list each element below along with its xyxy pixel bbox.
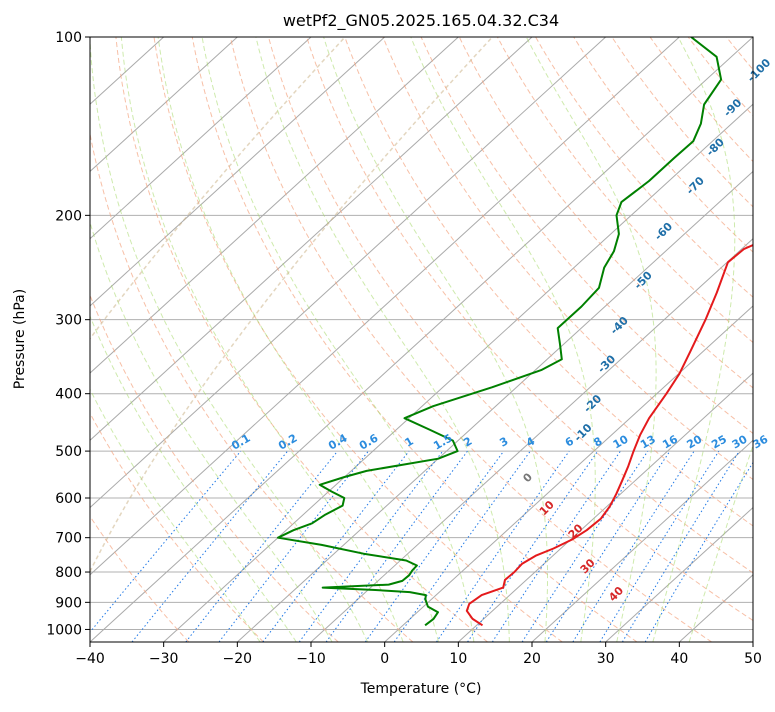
y-tick-label: 900 <box>55 595 82 611</box>
isotherm-line <box>0 37 532 642</box>
dry-adiabat-label: -80 <box>704 135 727 158</box>
mixing-ratio-line <box>82 451 241 642</box>
mixing-ratio-label: 3 <box>497 435 510 450</box>
x-tick-label: 10 <box>449 651 467 667</box>
y-tick-label: 800 <box>55 565 82 581</box>
moist-adiabat-line <box>62 37 332 642</box>
dry-adiabat-label: 0 <box>520 470 535 485</box>
x-tick-label: 50 <box>744 651 762 667</box>
mixing-ratio-line <box>219 451 368 642</box>
dry-adiabat-label: 30 <box>578 556 598 576</box>
dry-adiabat-label: 40 <box>606 584 626 604</box>
dry-adiabat-label: -10 <box>571 421 594 444</box>
y-tick-label: 700 <box>55 531 82 547</box>
mixing-ratio-label: 30 <box>730 432 750 451</box>
dry-adiabat-label: -20 <box>581 392 604 415</box>
x-tick-label: −20 <box>223 651 253 667</box>
y-tick-label: 600 <box>55 491 82 507</box>
mixing-ratio-line <box>365 451 503 642</box>
y-tick-label: 200 <box>55 208 82 224</box>
y-tick-label: 400 <box>55 387 82 403</box>
x-tick-label: 0 <box>380 651 389 667</box>
mixing-ratio-label: 1 <box>403 435 416 450</box>
x-tick-label: 20 <box>523 651 541 667</box>
isotherm-line <box>164 37 775 642</box>
mixing-ratio-line <box>622 451 739 642</box>
dry-adiabat-line <box>0 37 189 642</box>
isotherm-line <box>0 37 237 642</box>
mixing-ratio-label: 2 <box>461 435 474 450</box>
mixing-ratio-label: 0.6 <box>357 431 381 452</box>
dry-adiabat-line <box>78 37 413 642</box>
ice-curve-line <box>0 37 345 642</box>
ice-curve-line <box>59 37 493 642</box>
isotherm-line <box>0 37 606 642</box>
mixing-ratio-label: 10 <box>611 432 631 451</box>
mixing-ratio-label: 13 <box>638 433 658 452</box>
dry-adiabat-line <box>497 37 775 642</box>
y-tick-label: 1000 <box>46 622 82 638</box>
isotherm-line <box>0 37 458 642</box>
moist-adiabat-line <box>13 37 260 642</box>
mixing-ratio-label: 1.5 <box>431 432 454 453</box>
mixing-ratio-line <box>600 451 719 642</box>
mixing-ratio-label: 0.1 <box>229 432 252 453</box>
dry-adiabat-label: -60 <box>652 220 675 243</box>
dry-adiabat-line <box>650 37 775 642</box>
isotherm-line <box>0 37 311 642</box>
mixing-ratio-label: 20 <box>685 432 705 451</box>
x-tick-label: −40 <box>75 651 105 667</box>
y-axis-label: Pressure (hPa) <box>12 289 28 389</box>
dry-adiabat-line <box>574 37 775 642</box>
x-tick-label: 30 <box>597 651 615 667</box>
dry-adiabat-label: -90 <box>721 96 744 119</box>
dry-adiabat-label: -100 <box>745 56 774 85</box>
dry-adiabat-line <box>192 37 637 642</box>
mixing-ratio-line <box>546 451 670 642</box>
x-tick-label: −10 <box>296 651 326 667</box>
mixing-ratio-line <box>326 451 467 642</box>
mixing-ratio-line <box>132 451 288 642</box>
mixing-ratio-line <box>573 451 694 642</box>
mixing-ratio-line <box>436 451 569 642</box>
mixing-ratio-label: 8 <box>591 435 604 450</box>
mixing-ratio-label: 16 <box>660 432 680 451</box>
x-axis-label: Temperature (°C) <box>360 681 482 697</box>
moist-adiabat-line <box>689 37 775 642</box>
y-tick-label: 100 <box>55 30 82 46</box>
dry-adiabat-line <box>726 37 775 642</box>
x-tick-label: 40 <box>670 651 688 667</box>
x-tick-label: −30 <box>149 651 179 667</box>
dry-adiabat-line <box>230 37 711 642</box>
y-tick-label: 500 <box>55 444 82 460</box>
dry-adiabat-label: 20 <box>566 521 586 541</box>
mixing-ratio-label: 0.4 <box>326 431 350 452</box>
chart-title: wetPf2_GN05.2025.165.04.32.C34 <box>283 11 559 31</box>
dry-adiabat-label: -30 <box>595 352 618 375</box>
moist-adiabat-line <box>90 37 368 642</box>
dry-adiabat-label: -40 <box>608 314 631 337</box>
dry-adiabat-line <box>688 37 775 642</box>
moist-adiabat-line <box>256 37 510 642</box>
dry-adiabat-label: -70 <box>684 174 707 197</box>
dry-adiabat-line <box>765 37 775 642</box>
dry-adiabat-line <box>612 37 775 642</box>
isotherm-line <box>90 37 753 642</box>
moist-adiabat-line <box>411 37 596 642</box>
y-tick-label: 300 <box>55 313 82 329</box>
isotherm-line <box>753 37 775 642</box>
moist-adiabat-line <box>653 37 735 642</box>
dry-adiabat-label: -50 <box>632 269 655 292</box>
moist-adiabat-line <box>324 37 548 642</box>
